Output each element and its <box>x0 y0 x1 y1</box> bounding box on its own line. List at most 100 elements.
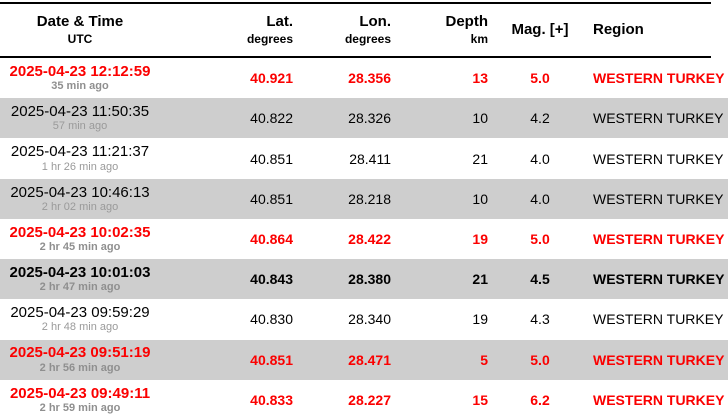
event-datetime-link[interactable]: 2025-04-23 10:46:13 2 hr 02 min ago <box>0 184 160 214</box>
column-header-longitude-label: Lon. <box>359 13 391 31</box>
event-magnitude: 5.0 <box>530 351 550 368</box>
event-longitude: 28.227 <box>348 391 391 408</box>
column-header-magnitude-label[interactable]: Mag. [+] <box>511 20 569 38</box>
event-magnitude: 4.0 <box>530 150 550 167</box>
column-header-datetime: Date & Time UTC <box>0 13 160 47</box>
earthquake-row: 2025-04-23 11:21:37 1 hr 26 min ago 40.8… <box>0 138 728 179</box>
event-time-ago: 2 hr 56 min ago <box>39 361 121 374</box>
event-datetime[interactable]: 2025-04-23 11:21:37 <box>10 143 150 161</box>
event-depth: 21 <box>472 150 488 167</box>
event-depth: 21 <box>472 271 488 288</box>
event-region: WESTERN TURKEY <box>593 230 725 247</box>
earthquake-row: 2025-04-23 12:12:59 35 min ago 40.921 28… <box>0 58 728 99</box>
earthquake-row: 2025-04-23 11:50:35 57 min ago 40.822 28… <box>0 98 728 139</box>
event-time-ago: 1 hr 26 min ago <box>41 160 119 173</box>
event-longitude: 28.471 <box>348 351 391 368</box>
event-region: WESTERN TURKEY <box>593 351 725 368</box>
event-datetime[interactable]: 2025-04-23 12:12:59 <box>9 62 151 80</box>
event-datetime-link[interactable]: 2025-04-23 09:49:11 2 hr 59 min ago <box>0 385 160 415</box>
column-header-latitude-sublabel: degrees <box>246 31 293 46</box>
event-latitude: 40.830 <box>250 311 293 328</box>
event-depth: 10 <box>472 110 488 127</box>
earthquake-row: 2025-04-23 09:49:11 2 hr 59 min ago 40.8… <box>0 379 728 420</box>
column-header-region: Region <box>580 21 711 40</box>
event-longitude: 28.356 <box>348 70 391 87</box>
event-latitude: 40.822 <box>250 110 293 127</box>
column-header-depth: Depth km <box>391 13 489 47</box>
event-datetime[interactable]: 2025-04-23 09:49:11 <box>9 384 151 402</box>
event-datetime-link[interactable]: 2025-04-23 09:59:29 2 hr 48 min ago <box>0 304 160 334</box>
event-depth: 10 <box>472 190 488 207</box>
event-datetime-link[interactable]: 2025-04-23 11:50:35 57 min ago <box>0 103 160 133</box>
event-magnitude: 4.5 <box>530 271 550 288</box>
event-time-ago: 2 hr 02 min ago <box>41 200 119 213</box>
event-latitude: 40.851 <box>250 190 293 207</box>
event-region: WESTERN TURKEY <box>593 311 724 328</box>
event-datetime[interactable]: 2025-04-23 11:50:35 <box>10 103 150 121</box>
event-latitude: 40.851 <box>250 351 293 368</box>
event-datetime-link[interactable]: 2025-04-23 09:51:19 2 hr 56 min ago <box>0 344 160 374</box>
table-body: 2025-04-23 12:12:59 35 min ago 40.921 28… <box>0 58 728 420</box>
column-header-latitude: Lat. degrees <box>160 13 293 47</box>
event-depth: 15 <box>472 391 488 408</box>
event-latitude: 40.851 <box>250 150 293 167</box>
event-region: WESTERN TURKEY <box>593 391 725 408</box>
earthquake-row: 2025-04-23 09:59:29 2 hr 48 min ago 40.8… <box>0 299 728 340</box>
event-region: WESTERN TURKEY <box>593 150 724 167</box>
table-header: Date & Time UTC Lat. degrees Lon. degree… <box>0 2 711 58</box>
event-depth: 13 <box>472 70 488 87</box>
event-longitude: 28.380 <box>348 271 391 288</box>
column-header-latitude-label: Lat. <box>266 13 293 31</box>
earthquake-row: 2025-04-23 10:01:03 2 hr 47 min ago 40.8… <box>0 259 728 300</box>
event-datetime[interactable]: 2025-04-23 09:51:19 <box>9 344 151 362</box>
event-magnitude: 5.0 <box>530 70 550 87</box>
event-latitude: 40.833 <box>250 391 293 408</box>
event-datetime[interactable]: 2025-04-23 10:02:35 <box>9 223 151 241</box>
event-longitude: 28.422 <box>348 230 391 247</box>
event-region: WESTERN TURKEY <box>593 70 725 87</box>
earthquake-row: 2025-04-23 10:46:13 2 hr 02 min ago 40.8… <box>0 178 728 219</box>
event-datetime-link[interactable]: 2025-04-23 12:12:59 35 min ago <box>0 63 160 93</box>
earthquake-row: 2025-04-23 09:51:19 2 hr 56 min ago 40.8… <box>0 339 728 380</box>
column-header-magnitude[interactable]: Mag. [+] <box>488 21 580 40</box>
event-region: WESTERN TURKEY <box>593 190 724 207</box>
event-depth: 19 <box>472 311 488 328</box>
column-header-datetime-sublabel: UTC <box>67 31 93 46</box>
event-magnitude: 5.0 <box>530 230 550 247</box>
column-header-longitude: Lon. degrees <box>293 13 391 47</box>
event-magnitude: 4.3 <box>530 311 550 328</box>
event-magnitude: 4.0 <box>530 190 550 207</box>
event-depth: 5 <box>480 351 488 368</box>
column-header-depth-label: Depth <box>445 13 489 31</box>
event-datetime-link[interactable]: 2025-04-23 10:02:35 2 hr 45 min ago <box>0 224 160 254</box>
column-header-depth-sublabel: km <box>470 31 488 46</box>
event-time-ago: 2 hr 59 min ago <box>39 401 121 414</box>
event-time-ago: 2 hr 47 min ago <box>39 281 121 294</box>
event-time-ago: 57 min ago <box>52 120 108 133</box>
event-magnitude: 6.2 <box>530 391 550 408</box>
event-datetime[interactable]: 2025-04-23 10:46:13 <box>10 183 150 201</box>
event-region: WESTERN TURKEY <box>593 271 725 288</box>
event-time-ago: 2 hr 45 min ago <box>39 241 121 254</box>
event-datetime-link[interactable]: 2025-04-23 11:21:37 1 hr 26 min ago <box>0 143 160 173</box>
event-latitude: 40.921 <box>250 70 293 87</box>
event-time-ago: 35 min ago <box>51 80 109 93</box>
event-time-ago: 2 hr 48 min ago <box>41 321 119 334</box>
event-longitude: 28.218 <box>348 190 391 207</box>
event-longitude: 28.326 <box>348 110 391 127</box>
column-header-region-label: Region <box>593 20 644 38</box>
event-magnitude: 4.2 <box>530 110 550 127</box>
column-header-longitude-sublabel: degrees <box>344 31 391 46</box>
event-depth: 19 <box>472 230 488 247</box>
event-latitude: 40.843 <box>250 271 293 288</box>
event-longitude: 28.411 <box>349 150 391 167</box>
event-latitude: 40.864 <box>250 230 293 247</box>
event-datetime-link[interactable]: 2025-04-23 10:01:03 2 hr 47 min ago <box>0 264 160 294</box>
column-header-datetime-label: Date & Time <box>36 13 124 31</box>
event-datetime[interactable]: 2025-04-23 09:59:29 <box>10 304 150 322</box>
earthquake-row: 2025-04-23 10:02:35 2 hr 45 min ago 40.8… <box>0 218 728 260</box>
event-region: WESTERN TURKEY <box>593 110 724 127</box>
event-longitude: 28.340 <box>348 311 391 328</box>
event-datetime[interactable]: 2025-04-23 10:01:03 <box>9 263 151 281</box>
